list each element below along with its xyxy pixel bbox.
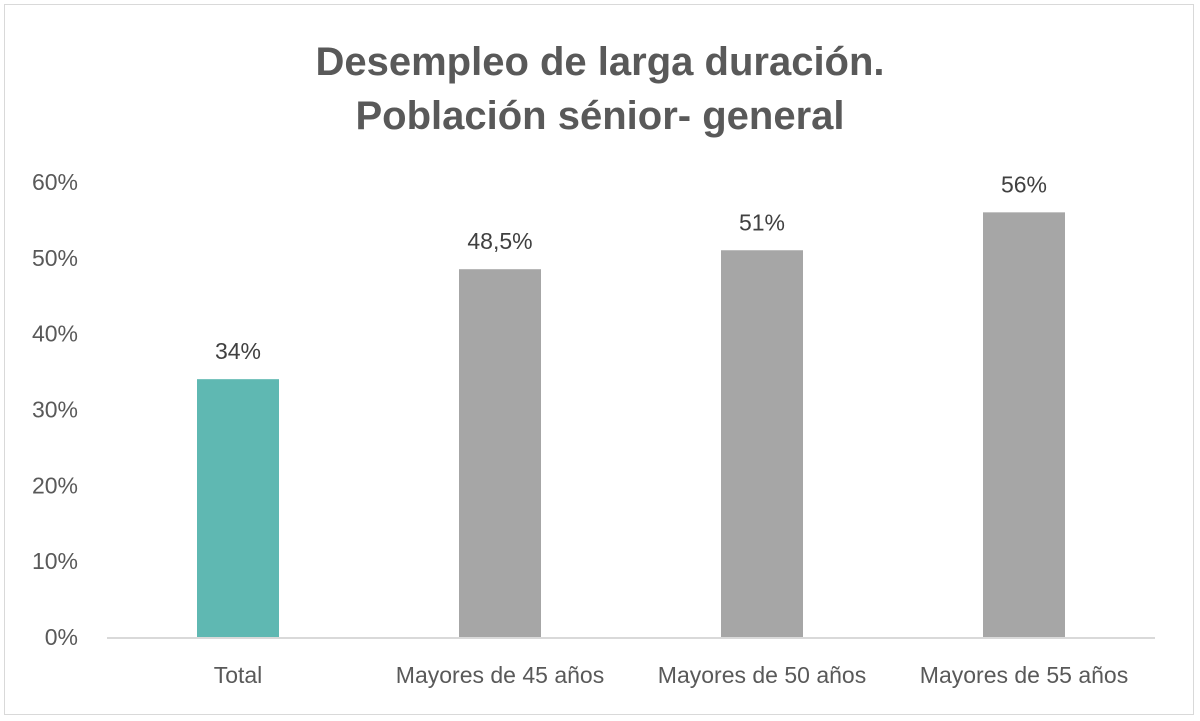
y-tick-label: 50% (32, 245, 78, 271)
y-tick-label: 10% (32, 548, 78, 574)
y-tick-label: 40% (32, 321, 78, 347)
bar (721, 250, 803, 637)
category-label: Mayores de 50 años (658, 662, 866, 688)
bar (459, 269, 541, 637)
category-label: Total (214, 662, 263, 688)
data-label: 34% (215, 338, 261, 364)
y-tick-label: 0% (45, 624, 78, 650)
category-labels: Total Mayores de 45 años Mayores de 50 año… (214, 662, 1129, 688)
bar (197, 379, 279, 637)
category-label: Mayores de 45 años (396, 662, 604, 688)
category-label: Mayores de 55 años (920, 662, 1128, 688)
bars (197, 212, 1065, 638)
y-tick-label: 20% (32, 472, 78, 498)
bar (983, 212, 1065, 638)
chart-title-line-2: Población sénior- general (355, 94, 845, 138)
chart-title-line-1: Desempleo de larga duración. (315, 40, 885, 84)
y-tick-label: 60% (32, 169, 78, 195)
y-axis-ticks: 0% 10% 20% 30% 40% 50% 60% (32, 169, 78, 650)
y-tick-label: 30% (32, 397, 78, 423)
data-label: 48,5% (467, 228, 532, 254)
data-labels: 34% 48,5% 51% 56% (215, 171, 1047, 364)
data-label: 51% (739, 209, 785, 235)
data-label: 56% (1001, 171, 1047, 197)
